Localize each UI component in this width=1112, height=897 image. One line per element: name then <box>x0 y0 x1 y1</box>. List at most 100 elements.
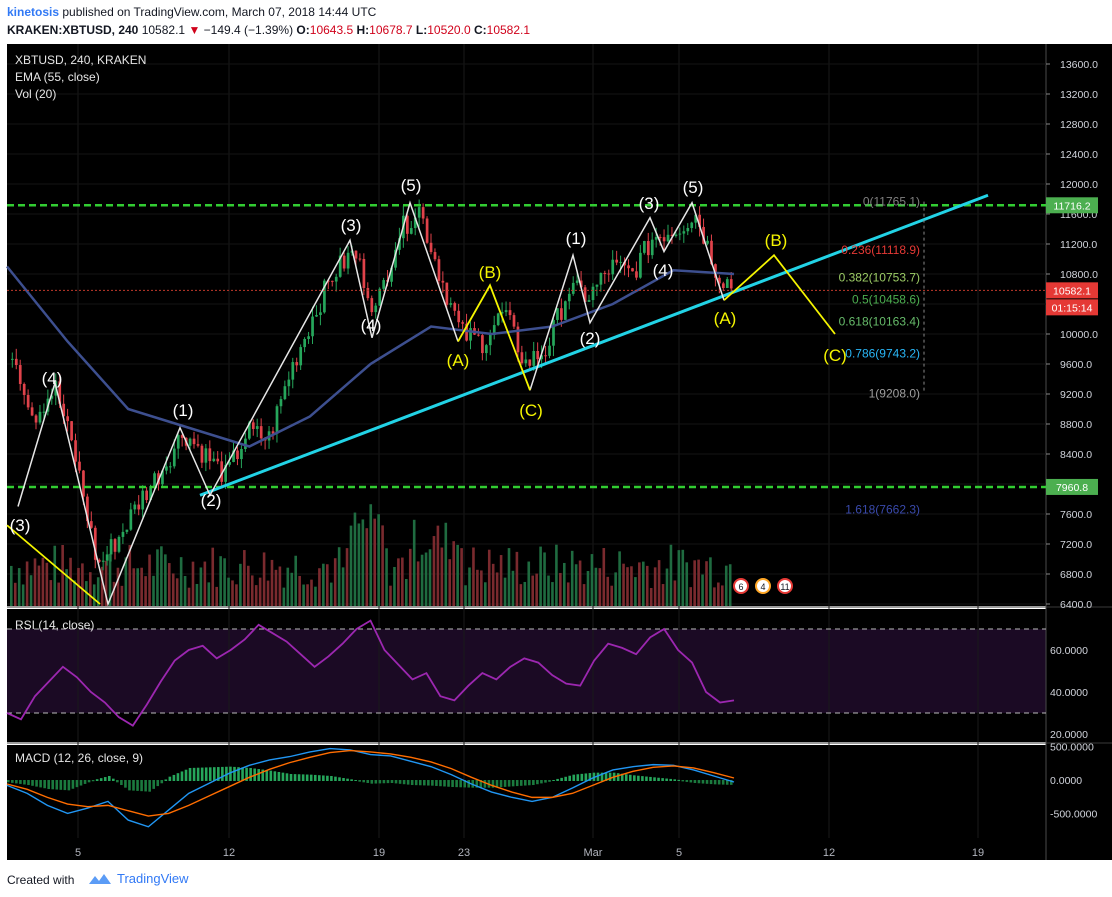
macd-histogram-bar <box>11 780 14 783</box>
volume-bar <box>523 581 527 606</box>
volume-bar <box>697 559 700 606</box>
volume-bar <box>179 557 183 606</box>
y-tick-label: 6400.0 <box>1060 599 1092 611</box>
candle-body <box>105 554 109 561</box>
legend-rsi: RSI (14, close) <box>15 618 94 632</box>
candle-body <box>690 222 694 229</box>
volume-bar <box>582 584 586 606</box>
macd-histogram-bar <box>79 780 83 786</box>
volume-bar <box>239 563 242 606</box>
volume-bar <box>361 519 365 606</box>
volume-bar <box>634 577 637 606</box>
impulse-wave-path-2 <box>529 200 725 391</box>
low-value: 10520.0 <box>427 23 471 37</box>
candle-body <box>674 234 678 237</box>
candle-body <box>101 560 105 562</box>
candle-body <box>133 504 137 510</box>
macd-histogram-bar <box>289 773 293 781</box>
candle-body <box>662 237 666 242</box>
candle-body <box>567 293 571 302</box>
macd-histogram-bar <box>370 780 374 784</box>
volume-bar <box>235 584 238 606</box>
volume-bar <box>164 554 167 606</box>
macd-histogram-bar <box>342 777 345 781</box>
chart-svg[interactable]: 5 12 19 23 Mar 5 12 19 13600.0 13200.0 12800.0 1240… <box>0 44 1112 860</box>
macd-histogram-bar <box>83 780 87 784</box>
y-tick-label: 9600.0 <box>1060 359 1092 371</box>
volume-bar <box>10 565 13 606</box>
candle-body <box>192 438 196 445</box>
volume-bar <box>17 568 21 606</box>
macd-histogram-bar <box>729 780 733 785</box>
macd-histogram-bar <box>124 780 127 788</box>
event-badge-count: 11 <box>780 582 789 592</box>
candle-body <box>172 448 176 467</box>
candle-body <box>117 536 121 552</box>
y-tick-label: 9200.0 <box>1060 389 1092 401</box>
macd-histogram-bar <box>608 772 612 781</box>
volume-bar <box>551 582 554 606</box>
volume-bar <box>231 580 234 606</box>
candle-body <box>30 407 34 416</box>
volume-bar <box>622 563 625 606</box>
macd-histogram-bar <box>75 780 79 788</box>
y-tick-label: 13600.0 <box>1060 59 1098 71</box>
candle-body <box>686 228 690 232</box>
volume-bar <box>495 572 499 606</box>
candle-body <box>698 214 701 227</box>
macd-histogram-bar <box>463 780 466 788</box>
volume-bar <box>401 557 404 606</box>
wave-label: (B) <box>765 231 788 250</box>
candle-body <box>334 276 338 282</box>
macd-histogram-bar <box>176 773 180 781</box>
volume-bar <box>669 544 673 606</box>
wave-label: (A) <box>447 351 470 370</box>
volume-bar <box>618 551 621 606</box>
volume-bar <box>460 548 463 606</box>
candle-body <box>161 470 164 485</box>
volume-bar <box>685 562 689 606</box>
candle-body <box>678 233 682 235</box>
author-link[interactable]: kinetosis <box>7 5 60 19</box>
volume-bar <box>37 565 41 606</box>
candle-body <box>646 241 650 256</box>
candle-body <box>722 283 725 288</box>
open-value: 10643.5 <box>309 23 354 37</box>
price-change: −149.4 (−1.39%) <box>203 23 294 37</box>
macd-histogram-bar <box>423 780 426 786</box>
macd-histogram-bar <box>435 780 438 786</box>
volume-bar <box>594 567 598 606</box>
fib-level-label: 0.618(10163.4) <box>839 315 920 329</box>
chart-area[interactable]: 5 12 19 23 Mar 5 12 19 13600.0 13200.0 12800.0 1240… <box>0 44 1112 860</box>
volume-bar <box>432 536 436 606</box>
macd-histogram-bar <box>410 780 414 786</box>
macd-histogram-bar <box>309 774 313 781</box>
macd-histogram-bar <box>51 780 55 790</box>
candle-body <box>366 287 370 299</box>
volume-bar <box>250 575 254 606</box>
volume-bar <box>653 567 657 606</box>
y-tick-label: 11200.0 <box>1060 239 1097 251</box>
wave-label: (1) <box>173 401 194 420</box>
volume-bar <box>713 587 716 606</box>
macd-histogram-bar <box>293 774 297 781</box>
macd-histogram-bar <box>237 767 240 781</box>
volume-bar <box>709 557 712 606</box>
macd-histogram-bar <box>693 780 697 784</box>
macd-histogram-bar <box>637 775 640 781</box>
x-tick-label: 5 <box>676 847 682 859</box>
volume-bar <box>369 504 373 606</box>
volume-bar <box>531 575 534 606</box>
tradingview-link[interactable]: TradingView <box>117 871 189 886</box>
volume-bar <box>124 557 128 606</box>
macd-histogram-bar <box>390 780 394 784</box>
volume-bar <box>499 555 503 606</box>
volume-bar <box>108 553 112 606</box>
macd-histogram-bar <box>653 777 656 781</box>
candle-body <box>571 282 575 294</box>
macd-histogram-bar <box>346 778 349 781</box>
volume-bar <box>543 552 546 606</box>
macd-histogram-bar <box>87 780 91 783</box>
volume-bar <box>689 587 692 606</box>
volume-bar <box>606 576 610 606</box>
